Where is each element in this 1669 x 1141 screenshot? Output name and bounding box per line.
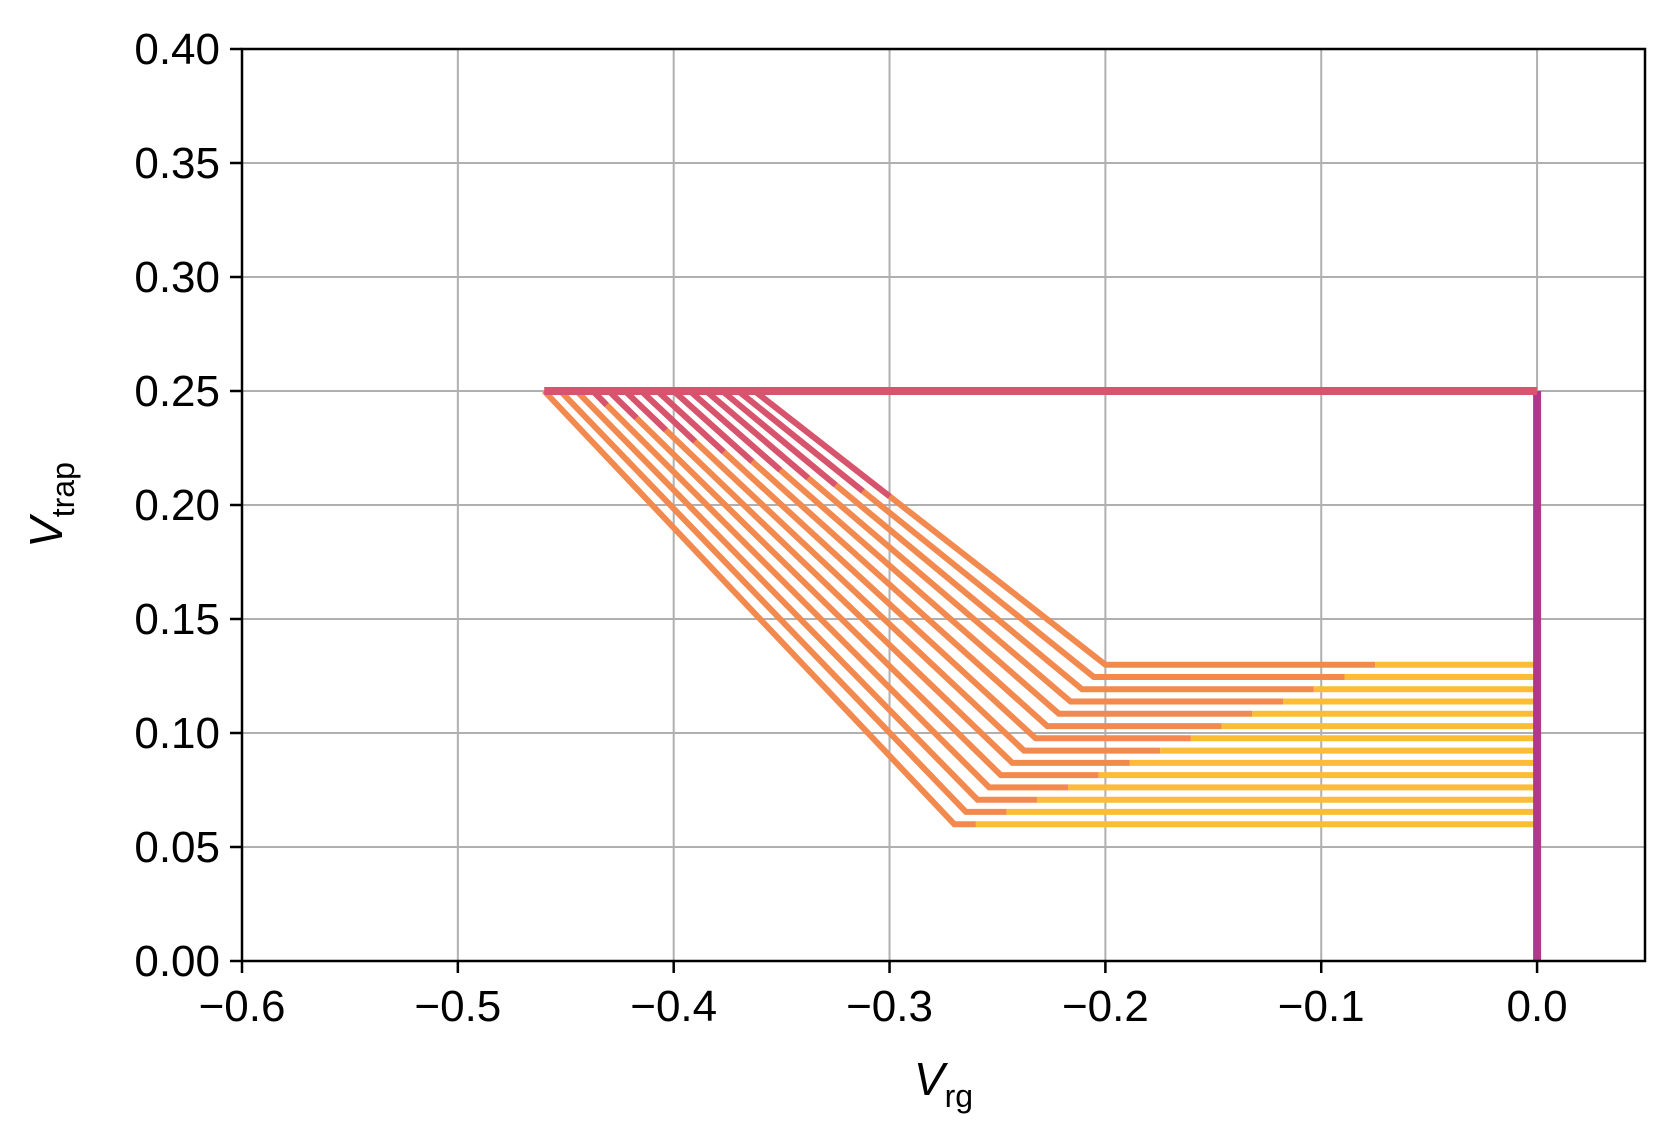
y-tick-label-2: 0.10 [134, 709, 220, 758]
y-tick-label-4: 0.20 [134, 481, 220, 530]
curve-4-diagonal [606, 388, 1099, 779]
curve-2-diagonal [574, 388, 1038, 803]
curve-13-diagonal-top [752, 388, 892, 499]
curve-9-diagonal [687, 388, 1253, 717]
curve-6-diagonal [639, 388, 1161, 754]
curve-4-diagonal-top [606, 388, 639, 421]
curve-7-diagonal-top [655, 388, 726, 455]
x-tick-label-4: −0.2 [1062, 982, 1149, 1031]
y-tick-label-8: 0.40 [134, 25, 220, 74]
x-tick-label-1: −0.5 [414, 982, 501, 1031]
curve-1-diagonal [558, 388, 1007, 815]
x-tick-label-3: −0.3 [846, 982, 933, 1031]
x-tick-label-2: −0.4 [630, 982, 717, 1031]
curve-10-diagonal-top [704, 388, 811, 481]
curve-10-diagonal [704, 388, 1283, 705]
y-tick-label-3: 0.15 [134, 595, 220, 644]
x-tick-label-6: 0.0 [1506, 982, 1567, 1031]
x-axis-label: Vrg [914, 1053, 973, 1114]
curve-5-diagonal-top [623, 388, 668, 433]
x-tick-label-0: −0.6 [199, 982, 286, 1031]
curve-11-diagonal-top [720, 388, 838, 488]
y-axis-label: Vtrap [20, 462, 81, 548]
curve-8-diagonal-top [671, 388, 755, 464]
curve-7-diagonal [655, 388, 1191, 742]
ticks: −0.6 −0.5 −0.4 −0.3 −0.2 −0.1 0.0 0.00 0.05 0.10 0… [134, 25, 1567, 1031]
y-tick-label-5: 0.25 [134, 367, 220, 416]
y-tick-label-7: 0.35 [134, 139, 220, 188]
series-group [542, 387, 1542, 961]
y-tick-label-6: 0.30 [134, 253, 220, 302]
y-tick-label-1: 0.05 [134, 823, 220, 872]
curve-3-diagonal [590, 388, 1068, 791]
curve-11-diagonal [720, 388, 1314, 693]
curve-12-diagonal-top [736, 388, 865, 494]
curve-6-diagonal-top [639, 388, 697, 444]
curve-8-diagonal [671, 388, 1222, 730]
x-tick-label-5: −0.1 [1278, 982, 1365, 1031]
curve-0-diagonal [542, 388, 976, 828]
curve-9-diagonal-top [687, 388, 783, 473]
y-tick-label-0: 0.00 [134, 937, 220, 986]
curve-5-diagonal [623, 388, 1130, 766]
